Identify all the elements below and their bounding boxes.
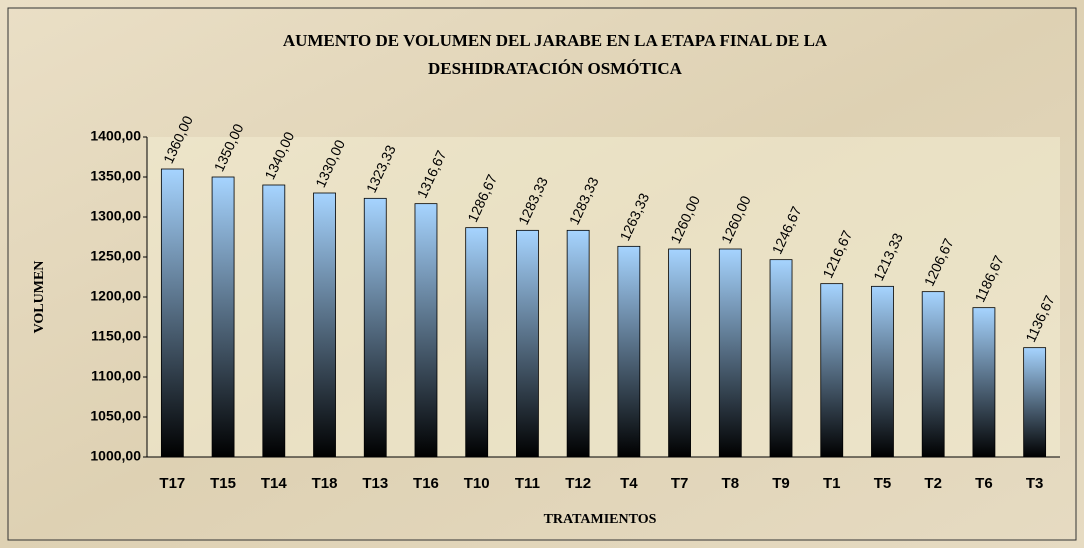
x-tick-label: T6 [975, 475, 993, 492]
bar [414, 203, 438, 458]
bar [871, 285, 894, 458]
chart-title: AUMENTO DE VOLUMEN DEL JARABE EN LA ETAP… [283, 31, 828, 50]
chart-title: DESHIDRATACIÓN OSMÓTICA [428, 59, 683, 78]
bar [516, 229, 539, 458]
x-tick-label: T3 [1026, 475, 1044, 492]
y-axis-label: VOLUMEN [32, 261, 47, 334]
y-tick-label: 1200,00 [90, 288, 141, 304]
x-tick-label: T4 [620, 475, 638, 492]
x-tick-label: T2 [924, 475, 942, 492]
y-tick-label: 1100,00 [91, 368, 141, 384]
y-tick-label: 1050,00 [90, 408, 141, 424]
frame [7, 7, 1077, 541]
bar [363, 197, 387, 458]
x-tick-label: T17 [159, 475, 185, 492]
y-tick-label: 1300,00 [90, 208, 141, 224]
x-tick-label: T15 [210, 475, 236, 492]
x-tick-label: T16 [413, 475, 439, 492]
x-tick-label: T11 [515, 475, 540, 492]
bar [617, 245, 641, 458]
bar [262, 184, 286, 458]
x-tick-label: T9 [772, 475, 790, 492]
bar [718, 248, 742, 458]
x-tick-label: T5 [874, 475, 892, 492]
bar [972, 307, 996, 458]
bar [566, 229, 590, 458]
y-tick-label: 1150,00 [91, 328, 141, 344]
x-tick-label: T10 [464, 475, 490, 492]
y-tick-label: 1350,00 [90, 168, 141, 184]
bar [1023, 347, 1047, 458]
x-tick-label: T13 [362, 475, 388, 492]
y-tick-label: 1250,00 [90, 248, 141, 264]
y-tick-label: 1000,00 [90, 448, 141, 464]
x-tick-label: T14 [261, 475, 288, 492]
bar [921, 291, 945, 458]
bar [769, 259, 793, 458]
bar [160, 168, 184, 458]
x-tick-label: T12 [565, 475, 591, 492]
x-tick-label: T18 [312, 475, 338, 492]
bar [211, 176, 235, 458]
plot-area [147, 137, 1060, 457]
x-tick-label: T1 [823, 475, 841, 492]
bar [465, 227, 489, 458]
x-tick-label: T8 [722, 475, 740, 492]
bar [313, 192, 336, 458]
bar [668, 248, 691, 458]
bar [820, 283, 844, 458]
x-tick-label: T7 [671, 475, 689, 492]
y-tick-label: 1400,00 [90, 128, 141, 144]
x-axis-label: TRATAMIENTOS [544, 512, 657, 527]
